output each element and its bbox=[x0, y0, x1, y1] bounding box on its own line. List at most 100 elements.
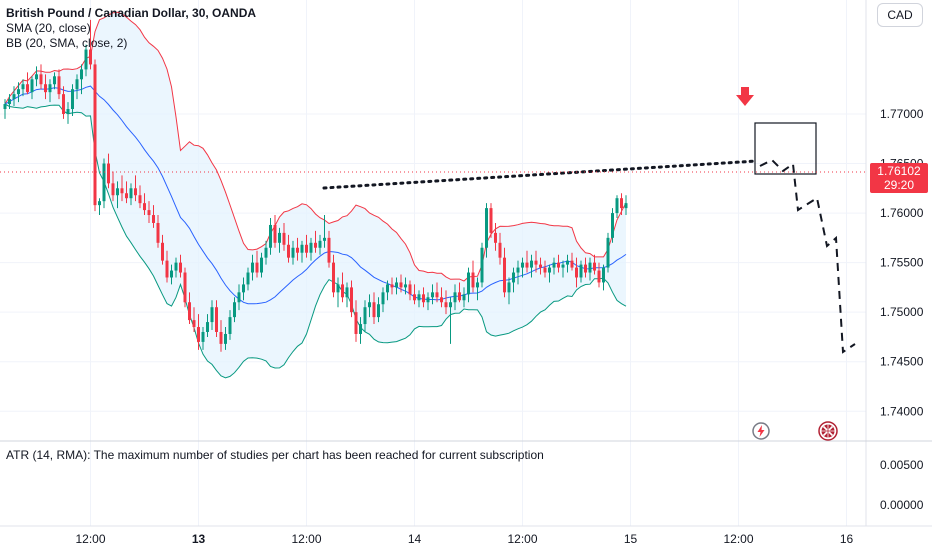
candle bbox=[575, 257, 578, 288]
candle bbox=[458, 282, 461, 303]
sma-legend[interactable]: SMA (20, close) bbox=[6, 21, 91, 35]
target-box[interactable] bbox=[754, 122, 817, 175]
candle bbox=[548, 264, 551, 283]
candle bbox=[440, 287, 443, 308]
candle-body bbox=[237, 292, 241, 303]
currency-button[interactable]: CAD bbox=[877, 3, 923, 27]
candle-body bbox=[381, 292, 385, 305]
candle-body bbox=[129, 188, 133, 199]
candle bbox=[507, 277, 511, 305]
candle-body bbox=[300, 244, 304, 253]
symbol-title[interactable]: British Pound / Canadian Dollar, 30, OAN… bbox=[6, 6, 257, 20]
candle bbox=[489, 203, 493, 238]
candle-body bbox=[48, 84, 52, 93]
candle bbox=[84, 44, 88, 77]
candle bbox=[116, 181, 119, 209]
candle bbox=[62, 86, 65, 119]
candle-body bbox=[354, 312, 358, 334]
candle bbox=[201, 327, 205, 350]
bb-legend[interactable]: BB (20, SMA, close, 2) bbox=[6, 36, 128, 50]
candle bbox=[156, 215, 160, 248]
candle-body bbox=[188, 302, 191, 321]
candle bbox=[566, 254, 569, 273]
candle-body bbox=[35, 74, 38, 80]
dashed-projection-path[interactable] bbox=[759, 158, 856, 354]
candle bbox=[120, 175, 124, 202]
candle bbox=[282, 222, 286, 251]
candle-body bbox=[503, 257, 506, 293]
candle bbox=[179, 254, 182, 278]
candle-body bbox=[485, 208, 488, 248]
candle bbox=[30, 76, 34, 100]
bb-fill bbox=[5, 12, 626, 378]
candle-body bbox=[305, 244, 308, 253]
uk-flag-icon[interactable] bbox=[818, 421, 838, 441]
candle bbox=[165, 250, 169, 283]
candle bbox=[251, 254, 254, 281]
candle bbox=[26, 72, 29, 95]
candle bbox=[435, 282, 439, 303]
candle bbox=[557, 254, 560, 273]
candle-body bbox=[449, 302, 452, 308]
candle-body bbox=[444, 302, 448, 308]
candle bbox=[188, 292, 191, 325]
candle bbox=[462, 287, 466, 308]
candle bbox=[80, 64, 83, 95]
candle bbox=[291, 240, 295, 265]
candle-body bbox=[89, 49, 92, 65]
candle bbox=[530, 254, 533, 278]
candle bbox=[143, 193, 146, 216]
candle-body bbox=[282, 232, 286, 245]
atr-tick-label: 0.00500 bbox=[880, 458, 924, 472]
candle bbox=[224, 327, 227, 350]
candle-body bbox=[566, 260, 569, 265]
candle bbox=[350, 280, 353, 318]
candle bbox=[3, 99, 7, 119]
candle-body bbox=[611, 213, 614, 238]
candle-body bbox=[84, 49, 88, 70]
candle-body bbox=[296, 247, 299, 253]
lightning-icon[interactable] bbox=[751, 421, 771, 441]
candle bbox=[516, 260, 520, 285]
candle bbox=[21, 79, 25, 97]
candle bbox=[300, 240, 304, 263]
candle-body bbox=[156, 222, 160, 243]
time-axis-labels[interactable]: 1012:001312:001412:001512:001612:001712:… bbox=[0, 532, 932, 546]
candle bbox=[570, 252, 574, 271]
candle-body bbox=[336, 284, 340, 293]
candle-body bbox=[440, 297, 443, 303]
candle-body bbox=[417, 294, 421, 301]
price-tick-label: 1.77000 bbox=[880, 107, 924, 121]
candle-body bbox=[291, 247, 295, 258]
candle-body bbox=[422, 294, 425, 303]
candle bbox=[480, 242, 484, 288]
candle-body bbox=[399, 282, 403, 288]
candle-body bbox=[584, 264, 587, 273]
candle bbox=[174, 257, 178, 278]
candle-body bbox=[507, 282, 511, 293]
candle bbox=[408, 280, 412, 301]
candle-body bbox=[615, 198, 619, 214]
dotted-trendline[interactable] bbox=[322, 159, 759, 190]
candle-body bbox=[539, 264, 542, 268]
user-drawings[interactable] bbox=[322, 87, 856, 354]
candle bbox=[161, 234, 164, 265]
candle-body bbox=[521, 262, 524, 268]
candle bbox=[584, 257, 587, 278]
candle-body bbox=[620, 198, 623, 209]
candle bbox=[615, 195, 619, 219]
price-tick-label: 1.75000 bbox=[880, 305, 924, 319]
candle-body bbox=[386, 284, 389, 293]
candle-body bbox=[552, 262, 556, 268]
candle bbox=[453, 284, 457, 311]
candle-body bbox=[111, 183, 115, 196]
candle bbox=[606, 232, 610, 273]
bb-lower-line bbox=[4, 103, 627, 379]
price-axis-labels[interactable]: 1.770001.765001.760001.755001.750001.745… bbox=[880, 107, 924, 418]
candle bbox=[377, 297, 380, 323]
candle bbox=[512, 267, 515, 293]
candle bbox=[210, 300, 214, 331]
candle bbox=[215, 300, 218, 337]
candle bbox=[525, 250, 529, 273]
